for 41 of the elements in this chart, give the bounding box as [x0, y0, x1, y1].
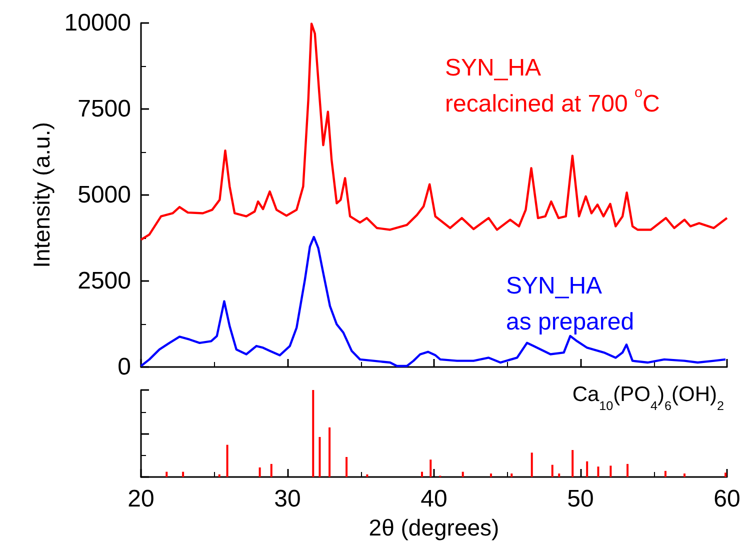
bar — [366, 474, 368, 477]
bar — [510, 474, 513, 477]
line-series — [140, 22, 728, 241]
bar — [462, 472, 464, 477]
y-tick-label: 2500 — [78, 268, 131, 294]
series-label: SYN_HA as prepared — [506, 272, 634, 336]
x-tick-label: 20 — [128, 486, 154, 512]
bar — [218, 474, 220, 477]
bar — [558, 474, 560, 477]
x-tick-label: 40 — [420, 486, 448, 512]
bar — [328, 427, 331, 477]
y-tick-label: 5000 — [78, 182, 131, 208]
bar — [182, 472, 184, 477]
bar — [626, 464, 629, 477]
x-tick-label: 50 — [567, 486, 594, 512]
x-axis-title: 2θ (degrees) — [368, 514, 500, 540]
bar — [270, 464, 272, 477]
bar — [258, 467, 261, 477]
bar — [572, 450, 574, 477]
y-tick-label: 7500 — [78, 96, 131, 122]
bar — [430, 460, 432, 477]
x-tick-label: 30 — [274, 486, 301, 512]
bar — [551, 464, 554, 477]
bar — [610, 466, 612, 477]
bar — [586, 461, 588, 477]
bar — [684, 474, 686, 477]
bar — [318, 436, 321, 477]
bar — [420, 472, 423, 477]
bar — [346, 456, 348, 477]
y-axis-title: Intensity (a.u.) — [28, 122, 54, 268]
bar — [312, 390, 314, 477]
bar — [597, 466, 600, 477]
bar — [664, 470, 666, 477]
x-tick-label: 60 — [714, 486, 740, 512]
bar — [166, 472, 168, 477]
bar — [226, 444, 228, 477]
bar — [490, 474, 492, 477]
bar — [724, 472, 727, 477]
bar — [530, 452, 533, 477]
y-tick-label: 10000 — [64, 10, 131, 36]
y-tick-label: 0 — [118, 354, 131, 380]
